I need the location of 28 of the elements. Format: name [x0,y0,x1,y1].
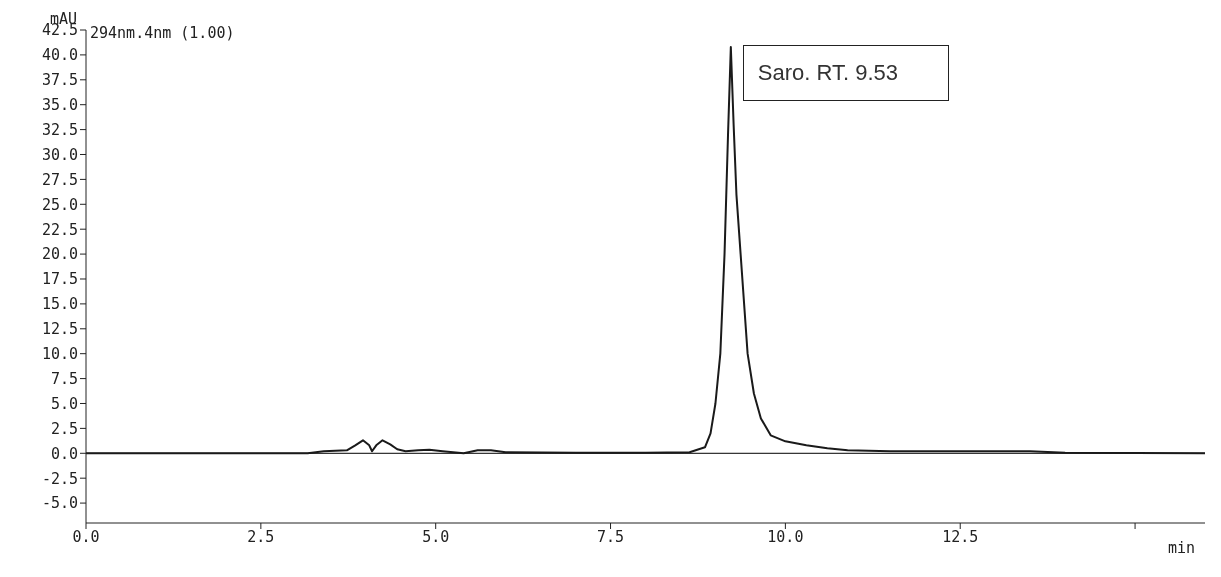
x-tick-label: 2.5 [247,527,275,546]
y-tick-label: 5.0 [50,394,78,413]
y-tick-label: 40.0 [41,46,78,65]
y-tick-label: -2.5 [41,469,78,488]
y-tick-label: 22.5 [41,220,78,239]
x-tick-label: 5.0 [422,527,450,546]
y-tick-label: 37.5 [41,71,78,90]
x-tick-label: 12.5 [942,527,979,546]
y-tick-label: 35.0 [41,96,78,115]
y-tick-label: 0.0 [50,444,78,463]
y-tick-label: 15.0 [41,295,78,314]
y-tick-label: 7.5 [50,369,78,388]
y-tick-label: -5.0 [41,494,78,513]
y-tick-label: 17.5 [41,270,78,289]
y-tick-label: 20.0 [41,245,78,264]
y-tick-label: 30.0 [41,145,78,164]
y-tick-label: 32.5 [41,120,78,139]
y-tick-label: 2.5 [50,419,78,438]
x-tick-label: 10.0 [767,527,804,546]
y-tick-label: 25.0 [41,195,78,214]
y-tick-label: 12.5 [41,320,78,339]
x-tick-label: 0.0 [72,527,100,546]
annotation: 294nm.4nm (1.00) [90,24,235,42]
annotation: Saro. RT. 9.53 [742,44,950,101]
x-axis-title: min [1167,539,1195,557]
y-tick-label: 10.0 [41,345,78,364]
x-tick-label: 7.5 [596,527,625,546]
y-tick-label: 27.5 [41,170,78,189]
